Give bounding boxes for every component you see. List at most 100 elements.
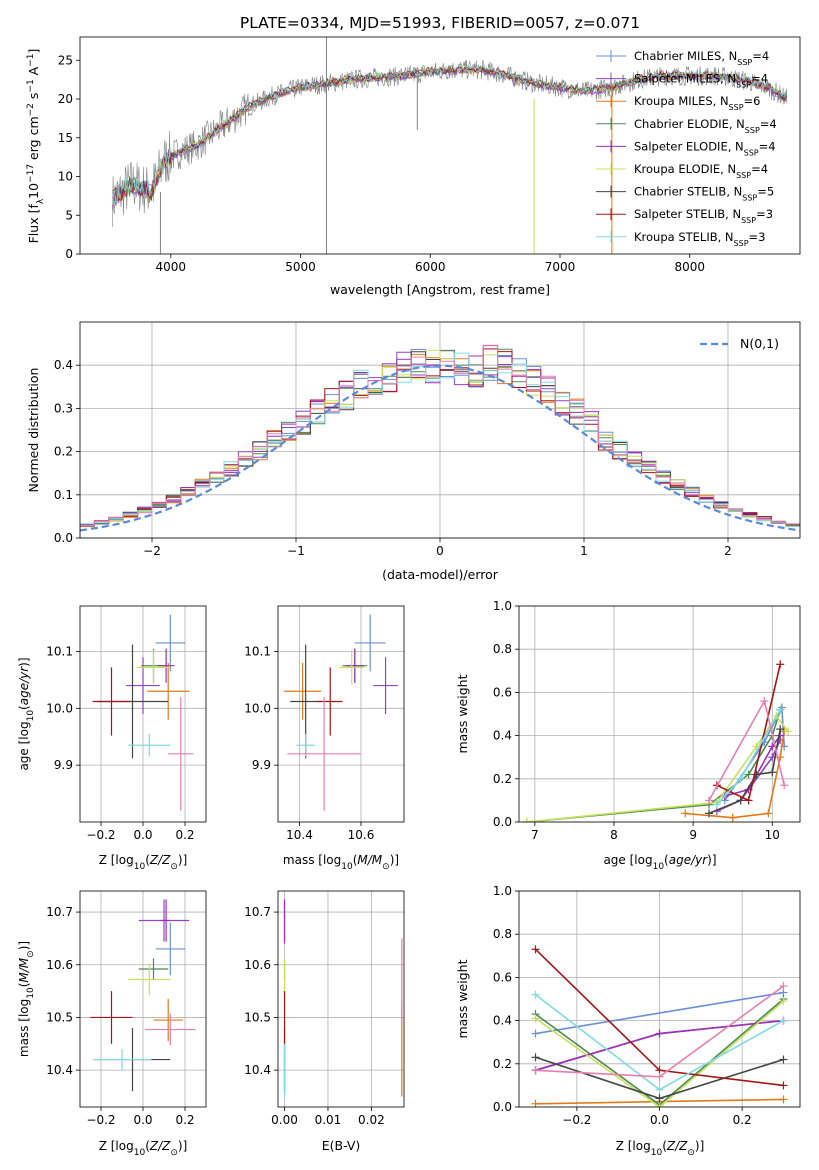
- plus-marker: [736, 796, 745, 805]
- plot-area-weight-vs-Z: [531, 945, 788, 1107]
- x-tick-label: 10.4: [286, 828, 313, 842]
- plus-marker: [776, 725, 785, 734]
- x-tick-label: 10: [765, 828, 780, 842]
- y-tick-label: 10.7: [244, 905, 271, 919]
- x-tick-label: 9: [689, 828, 697, 842]
- errorbar-point: [153, 999, 183, 1042]
- axes-age-vs-mass: 10.4 10.6 9.9 10.0 10.1 mass [log10(M/M⊙)]: [244, 605, 405, 872]
- errorbar-point: [147, 662, 190, 720]
- x-tick-label: 7000: [545, 260, 576, 274]
- y-tick-label: 5: [65, 208, 73, 222]
- y-tick-label: 10.6: [46, 958, 73, 972]
- x-tick-label: 5000: [285, 260, 316, 274]
- x-tick-label: 0.2: [733, 1113, 752, 1127]
- x-tick-label: 0.0: [133, 1113, 152, 1127]
- x-tick-label: −2: [143, 544, 161, 558]
- plot-area-residual-hist: [80, 344, 800, 538]
- figure-title: PLATE=0334, MJD=51993, FIBERID=0057, z=0…: [240, 14, 640, 32]
- x-axis-label: (data-model)/error: [382, 567, 499, 582]
- y-axis-label: mass [log10(M/M⊙)]: [17, 941, 36, 1057]
- y-tick-label: 10.5: [244, 1010, 271, 1024]
- histogram-steps: [80, 345, 800, 538]
- plus-marker: [531, 1053, 540, 1062]
- plus-marker: [522, 818, 531, 822]
- plus-marker: [655, 1029, 664, 1038]
- errorbar-point: [339, 650, 365, 685]
- y-tick-label: 10.0: [244, 701, 271, 715]
- plot-area-age-vs-mass: [284, 614, 398, 811]
- y-tick-label: 0.8: [493, 642, 512, 656]
- plus-marker: [655, 1094, 664, 1103]
- errorbar-point: [92, 667, 131, 736]
- errorbar-point: [373, 657, 398, 714]
- plus-marker: [681, 809, 690, 818]
- y-tick-label: 10: [58, 170, 73, 184]
- legend-entry: Chabrier MILES, NSSP=4: [634, 49, 769, 67]
- x-tick-label: 8000: [674, 260, 705, 274]
- x-tick-label: 2: [724, 544, 732, 558]
- x-tick-label: 10.6: [348, 828, 375, 842]
- errorbar-point: [287, 696, 361, 811]
- y-tick-label: 0.8: [493, 927, 512, 941]
- y-tick-label: 0.2: [493, 1057, 512, 1071]
- plot-area-spectrum: [112, 37, 788, 254]
- y-tick-label: 0.4: [493, 729, 512, 743]
- y-tick-label: 0.2: [54, 445, 73, 459]
- y-tick-label: 0.1: [54, 488, 73, 502]
- y-axis-label: age [log10(age/yr)]: [17, 657, 36, 770]
- plot-area-weight-vs-age: [522, 660, 793, 822]
- legend-entry: Kroupa ELODIE, NSSP=4: [634, 162, 768, 180]
- y-tick-label: 0: [65, 247, 73, 261]
- axes-frame: [79, 36, 801, 255]
- axes-weight-vs-age: 7 8 9 10 0.0 0.2 0.4 0.6 0.8 1.0 mass weight age [l…: [455, 599, 801, 872]
- x-tick-label: 0.01: [315, 1113, 342, 1127]
- y-tick-label: 0.6: [493, 685, 512, 699]
- axes-age-vs-Z: −0.2 0.0 0.2 9.9 10.0 10.1 Z [log10(Z/Z⊙)] age …: [17, 605, 207, 872]
- legend-entry: Kroupa MILES, NSSP=6: [634, 94, 760, 112]
- errorbar-point: [155, 614, 185, 672]
- errorbar-point: [92, 1049, 152, 1071]
- plot-area-mass-vs-Z: [90, 899, 196, 1092]
- errorbar-point: [284, 662, 322, 720]
- errorbar-point: [161, 899, 171, 942]
- errorbar-point: [126, 657, 160, 714]
- errorbar-point: [317, 667, 343, 736]
- y-tick-label: 10.4: [46, 1063, 73, 1077]
- plus-marker: [704, 809, 713, 818]
- plus-marker: [776, 705, 785, 714]
- x-axis-label: Z [log10(Z/Z⊙)]: [616, 1139, 705, 1158]
- x-axis-label: mass [log10(M/M⊙)]: [283, 853, 399, 872]
- y-tick-label: 0.4: [54, 358, 73, 372]
- x-tick-label: 1: [580, 544, 588, 558]
- plus-marker: [764, 809, 773, 818]
- y-tick-label: 0.3: [54, 401, 73, 415]
- plus-marker: [768, 768, 777, 777]
- axes-weight-vs-Z: −0.2 0.0 0.2 0.0 0.2 0.4 0.6 0.8 1.0 mass weight Z…: [455, 884, 801, 1158]
- errorbar-point: [354, 614, 386, 672]
- legend-entry: Salpeter STELIB, NSSP=3: [634, 207, 773, 225]
- plus-marker: [779, 1055, 788, 1064]
- plus-marker: [784, 727, 793, 736]
- y-axis-label: Normed distribution: [26, 368, 41, 493]
- plus-marker: [779, 997, 788, 1006]
- plus-marker: [712, 800, 721, 809]
- x-tick-label: −0.2: [562, 1113, 591, 1127]
- x-tick-label: 0.00: [271, 1113, 298, 1127]
- y-tick-label: 25: [58, 53, 73, 67]
- axes-mass-vs-Z: −0.2 0.0 0.2 10.4 10.5 10.6 10.7 Z [log10(Z/Z⊙)…: [17, 890, 207, 1158]
- axes-residual-hist: −2 −1 0 1 2 0.0 0.1 0.2 0.3 0.4 N(0,1) (data-model)…: [26, 321, 801, 582]
- x-tick-label: −0.2: [86, 1113, 115, 1127]
- x-tick-label: 0.2: [175, 828, 194, 842]
- y-tick-label: 10.1: [244, 644, 271, 658]
- weight-line: [535, 1000, 785, 1107]
- errorbar-point: [168, 696, 194, 811]
- model-line: [112, 65, 787, 203]
- y-tick-label: 1.0: [493, 884, 512, 898]
- model-line: [112, 64, 787, 202]
- x-axis-label: E(B-V): [322, 1138, 361, 1153]
- axes-frame: [518, 605, 801, 823]
- x-tick-label: 6000: [415, 260, 446, 274]
- y-tick-label: 0.2: [493, 772, 512, 786]
- errorbar-point: [296, 733, 315, 757]
